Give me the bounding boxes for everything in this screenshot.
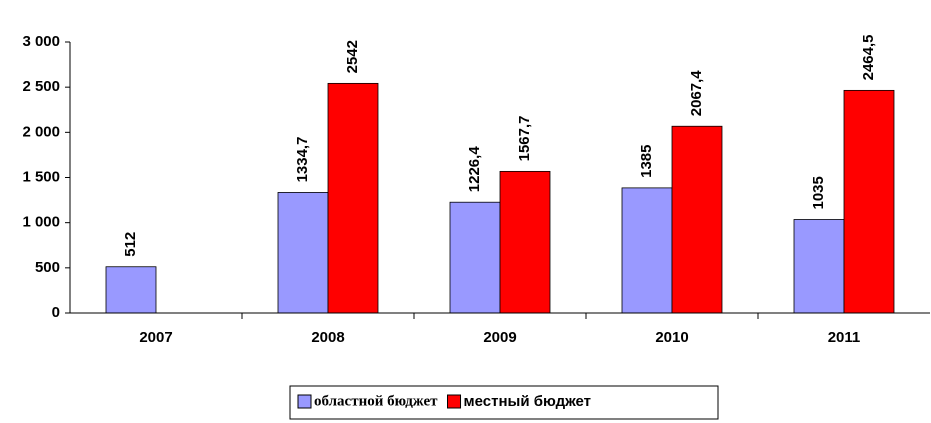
bar — [499, 170, 551, 314]
value-label: 1567,7 — [516, 115, 533, 161]
value-label: 2542 — [344, 40, 361, 73]
bar — [449, 201, 501, 314]
value-label: 1035 — [810, 176, 827, 209]
legend-label: местный бюджет — [464, 393, 592, 410]
y-tick-label: 1 000 — [22, 214, 60, 231]
value-label: 1385 — [638, 145, 655, 178]
bar — [277, 192, 329, 314]
value-label: 1226,4 — [466, 146, 483, 193]
legend-frame — [289, 385, 719, 420]
x-tick-label: 2007 — [139, 329, 172, 346]
legend-label: областной бюджет — [314, 393, 438, 409]
bar — [327, 82, 379, 314]
bar — [621, 187, 673, 314]
x-tick-label: 2011 — [828, 329, 861, 346]
legend-swatch — [297, 394, 312, 409]
x-tick-label: 2008 — [311, 329, 344, 346]
value-label: 2464,5 — [860, 34, 877, 80]
x-tick-label: 2009 — [483, 329, 516, 346]
y-tick-label: 500 — [35, 259, 60, 276]
value-label: 2067,4 — [688, 70, 705, 117]
bar — [793, 219, 845, 314]
bar — [105, 266, 157, 314]
x-tick-label: 2010 — [655, 329, 688, 346]
y-tick-label: 0 — [52, 304, 60, 321]
legend: областной бюджет местный бюджет — [289, 385, 719, 420]
bar — [671, 125, 723, 314]
y-tick-label: 2 500 — [22, 78, 60, 95]
value-label: 512 — [122, 232, 139, 257]
y-tick-label: 1 500 — [22, 168, 60, 185]
y-tick-label: 3 000 — [22, 33, 60, 50]
legend-swatch — [447, 394, 462, 409]
value-label: 1334,7 — [294, 137, 311, 183]
y-tick-label: 2 000 — [22, 123, 60, 140]
bar — [843, 89, 895, 314]
